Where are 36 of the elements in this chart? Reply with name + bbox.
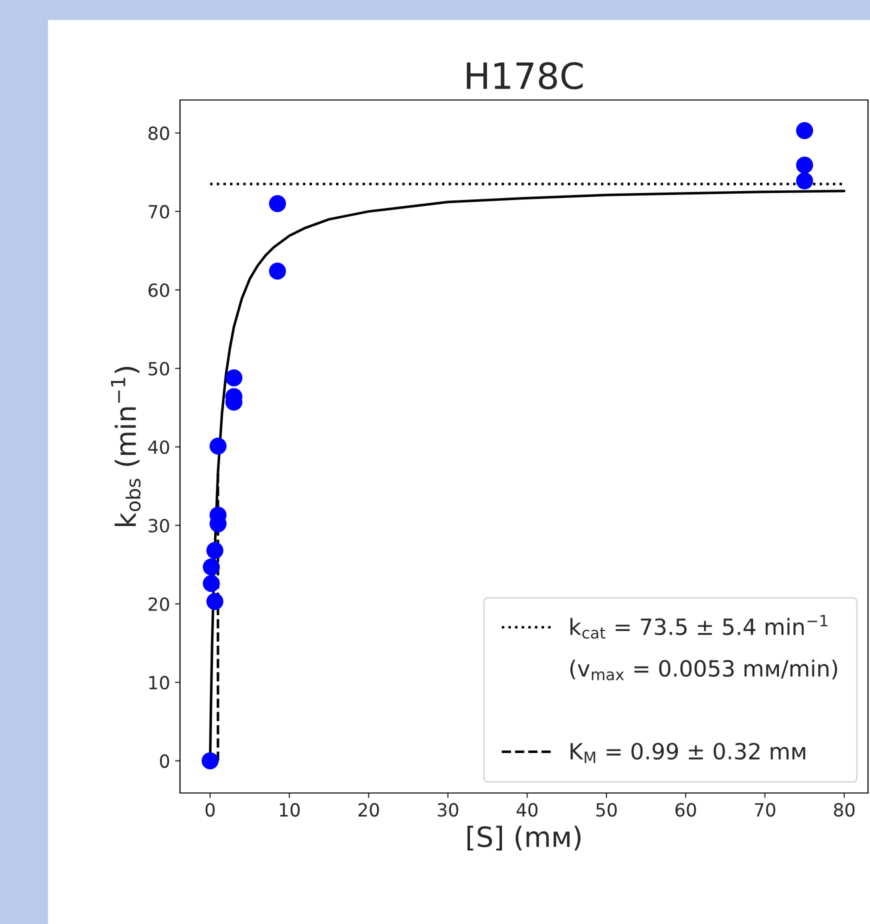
- point: [202, 558, 220, 576]
- annotation: (v$_{max}$ = 0.0053 mᴍ/min): [570, 660, 838, 680]
- point: [225, 369, 242, 386]
- y-tick-label: 10: [149, 676, 170, 690]
- point: [202, 574, 220, 592]
- x-tick-label: 20: [358, 803, 379, 817]
- y-tick-label: 0: [160, 754, 170, 768]
- point: [796, 122, 814, 140]
- point: [796, 156, 814, 174]
- legend-label: K$_{M}$ = 0.99 ± 0.32 mᴍ: [570, 742, 806, 763]
- y-tick-label: 80: [148, 126, 170, 140]
- y-axis-title: k$_{obs}$ (min$^{−1}$): [110, 366, 141, 526]
- point: [206, 542, 224, 559]
- point: [268, 195, 286, 212]
- point: [796, 172, 814, 190]
- x-tick-label: 80: [834, 803, 855, 817]
- y-tick-label: 60: [148, 283, 170, 298]
- y-tick-label: 70: [148, 204, 170, 219]
- x-tick-label: 60: [675, 803, 696, 817]
- x-tick-label: 30: [438, 803, 458, 817]
- point: [268, 262, 286, 280]
- point: [202, 752, 219, 770]
- point: [210, 438, 227, 455]
- y-tick-label: 50: [148, 362, 170, 376]
- y-tick-label: 20: [148, 597, 170, 611]
- x-tick-label: 10: [280, 803, 300, 817]
- chart-title: H178C: [466, 62, 583, 90]
- point: [206, 593, 224, 610]
- x-tick-label: 50: [596, 803, 617, 817]
- x-tick-label: 0: [206, 803, 215, 817]
- y-tick-label: 40: [148, 440, 170, 454]
- y-tick-label: 30: [148, 518, 170, 532]
- x-tick-label: 70: [754, 803, 776, 817]
- legend-label: k$_{cat}$ = 73.5 ± 5.4 min$^{−1}$: [570, 614, 828, 639]
- x-tick-label: 40: [516, 803, 538, 817]
- x-axis-title: [S] (mᴍ): [467, 826, 581, 851]
